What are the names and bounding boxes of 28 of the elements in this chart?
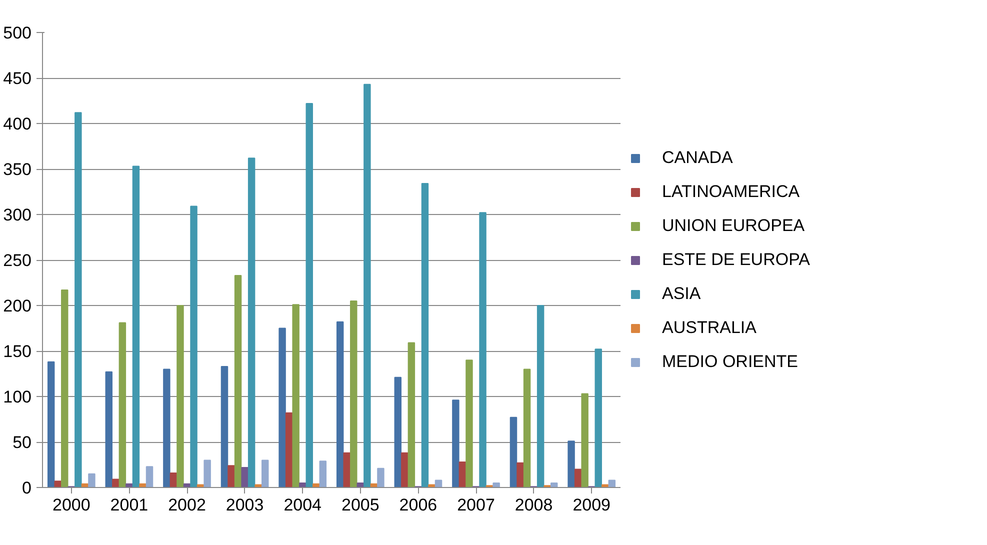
y-tick-label: 200	[3, 296, 32, 316]
x-tick-label: 2003	[226, 496, 264, 514]
y-tick-label: 450	[3, 69, 32, 88]
legend-label: CANADA	[662, 148, 733, 168]
x-tick-label: 2009	[572, 496, 611, 514]
legend-label: UNION EUROPEA	[662, 216, 805, 236]
y-tick-label: 400	[3, 114, 32, 134]
x-tick-label: 2008	[514, 496, 553, 514]
y-tick-label: 500	[3, 24, 32, 42]
x-tick-label: 2005	[341, 496, 380, 514]
y-tick-label: 250	[3, 251, 32, 270]
x-tick-label: 2007	[457, 496, 495, 514]
x-tick-label: 2002	[168, 496, 206, 514]
y-tick-label: 300	[3, 206, 32, 224]
y-tick-label: 50	[12, 433, 32, 452]
x-tick-label: 2000	[52, 496, 90, 514]
legend-label: ASIA	[662, 284, 701, 304]
legend-label: LATINOAMERICA	[662, 182, 800, 202]
y-tick-label: 150	[3, 342, 32, 361]
y-tick-label: 0	[22, 478, 32, 498]
x-tick-label: 2006	[399, 496, 438, 514]
y-tick-label: 100	[3, 388, 32, 406]
legend-label: ESTE DE EUROPA	[662, 250, 810, 270]
legend-label: MEDIO ORIENTE	[662, 352, 798, 372]
x-tick-label: 2004	[284, 496, 322, 514]
legend-label: AUSTRALIA	[662, 318, 756, 338]
x-tick-label: 2001	[110, 496, 148, 514]
y-tick-label: 350	[3, 160, 32, 179]
